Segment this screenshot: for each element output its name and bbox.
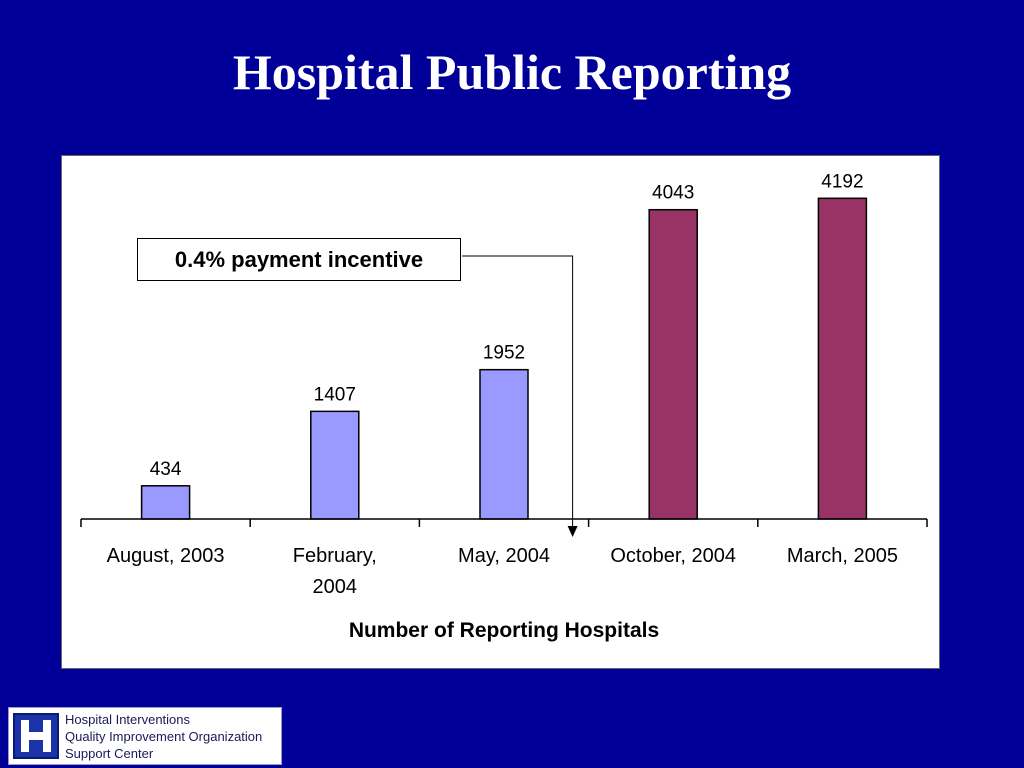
x-tick-label: October, 2004 <box>610 545 736 567</box>
logo-line-2: Quality Improvement Organization <box>65 729 263 744</box>
x-tick-label: 2004 <box>313 576 358 598</box>
x-tick-label: March, 2005 <box>787 545 898 567</box>
data-label: 1407 <box>314 384 356 405</box>
data-label: 1952 <box>483 343 525 364</box>
callout-leader-line <box>462 255 574 527</box>
data-label: 4192 <box>821 171 863 192</box>
bar <box>140 485 191 520</box>
x-tick-label: August, 2003 <box>107 545 225 567</box>
bar <box>310 410 360 520</box>
x-axis-label: Number of Reporting Hospitals <box>349 619 659 642</box>
data-label: 434 <box>150 459 182 480</box>
x-tick-label: February, <box>293 545 377 567</box>
bar <box>648 208 698 520</box>
logo-text: Hospital Interventions Quality Improveme… <box>65 711 281 762</box>
x-tick-label: May, 2004 <box>458 545 550 567</box>
logo-line-3: Support Center <box>65 746 154 761</box>
hospital-qio-logo: Hospital Interventions Quality Improveme… <box>8 707 282 765</box>
hospital-h-icon <box>13 713 59 759</box>
bar <box>479 368 529 520</box>
logo-line-1: Hospital Interventions <box>65 712 191 727</box>
data-label: 4043 <box>652 183 694 204</box>
arrowhead-icon <box>567 526 578 537</box>
bar <box>817 197 868 520</box>
bar-chart: 434 1407 1952 4043 4192 August, 2003 February,… <box>80 171 928 642</box>
payment-incentive-callout: 0.4% payment incentive <box>137 238 461 281</box>
chart-panel: 434 1407 1952 4043 4192 August, 2003 February,… <box>61 155 940 669</box>
slide-title: Hospital Public Reporting <box>232 44 792 100</box>
